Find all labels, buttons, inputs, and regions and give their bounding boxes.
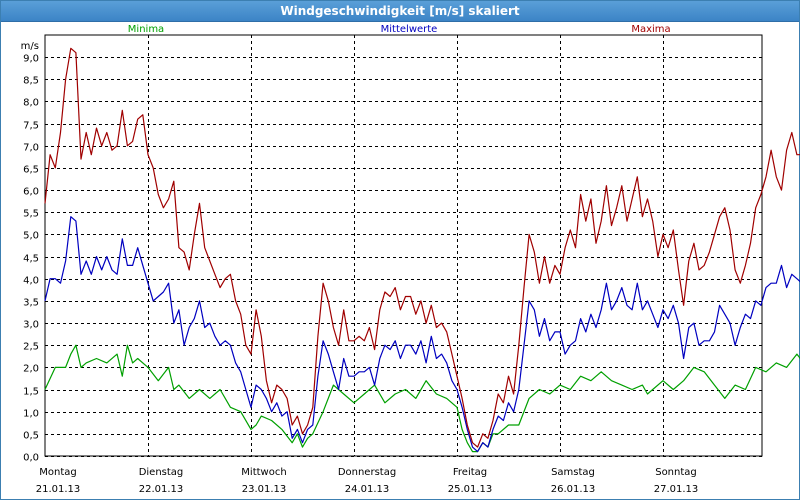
y-tick-label: 3,5 xyxy=(23,298,39,309)
x-tick-date: 21.01.13 xyxy=(36,484,81,495)
y-tick-label: 2,5 xyxy=(23,342,39,353)
window-title: Windgeschwindigkeit [m/s] skaliert xyxy=(280,4,520,18)
y-tick-label: 1,5 xyxy=(23,387,39,398)
y-tick-label: 2,0 xyxy=(23,364,39,375)
x-tick-day: Freitag xyxy=(453,467,487,478)
x-tick-date: 24.01.13 xyxy=(345,484,390,495)
y-tick-label: 4,0 xyxy=(23,276,39,287)
series-line-maxima xyxy=(44,47,800,448)
y-tick-label: 5,5 xyxy=(23,209,39,220)
y-tick-label: 5,0 xyxy=(23,231,39,242)
series-line-minima xyxy=(44,344,800,453)
y-tick-label: 0,0 xyxy=(23,453,39,464)
legend-maxima: Maxima xyxy=(631,24,670,35)
legend-mittelwerte: Mittelwerte xyxy=(381,24,438,35)
x-tick-date: 23.01.13 xyxy=(242,484,287,495)
legend-minima: Minima xyxy=(128,24,164,35)
series-line-mittelwerte xyxy=(44,216,800,453)
y-axis-label: m/s xyxy=(21,41,39,52)
y-tick-label: 0,5 xyxy=(23,431,39,442)
title-bar: Windgeschwindigkeit [m/s] skaliert xyxy=(1,1,799,22)
x-tick-day: Sonntag xyxy=(655,467,697,478)
x-tick-date: 27.01.13 xyxy=(654,484,699,495)
y-tick-label: 7,0 xyxy=(23,143,39,154)
y-tick-label: 6,5 xyxy=(23,165,39,176)
x-tick-day: Montag xyxy=(39,467,76,478)
plot-frame xyxy=(44,34,763,457)
y-tick-label: 1,0 xyxy=(23,409,39,420)
x-tick-day: Dienstag xyxy=(139,467,184,478)
x-tick-date: 26.01.13 xyxy=(551,484,596,495)
y-tick-label: 8,5 xyxy=(23,76,39,87)
y-tick-label: 4,5 xyxy=(23,254,39,265)
y-tick-label: 8,0 xyxy=(23,98,39,109)
x-tick-day: Mittwoch xyxy=(241,467,286,478)
x-tick-day: Samstag xyxy=(551,467,595,478)
x-tick-date: 25.01.13 xyxy=(448,484,493,495)
y-tick-label: 7,5 xyxy=(23,121,39,132)
y-tick-label: 9,0 xyxy=(23,54,39,65)
x-tick-date: 22.01.13 xyxy=(139,484,184,495)
x-tick-day: Donnerstag xyxy=(338,467,396,478)
y-tick-label: 3,0 xyxy=(23,320,39,331)
y-tick-label: 6,0 xyxy=(23,187,39,198)
